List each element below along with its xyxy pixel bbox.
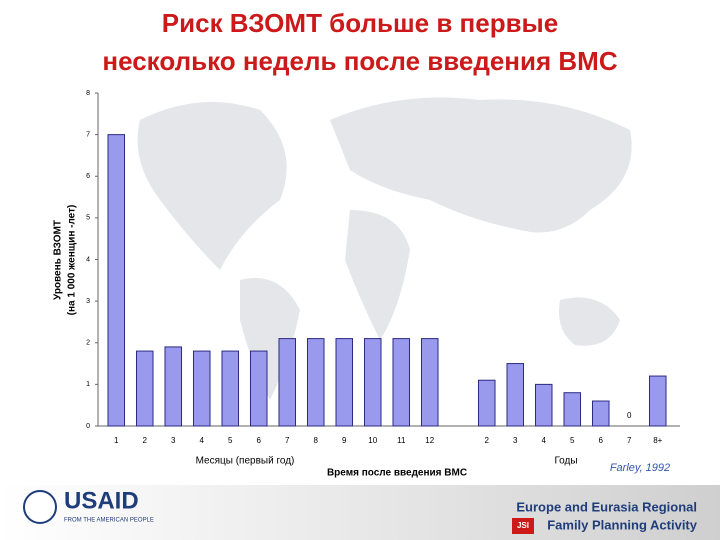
bar <box>135 350 154 427</box>
bar <box>591 400 610 427</box>
x-axis-title: Время после введения ВМС <box>327 468 467 479</box>
x-tick-label: 11 <box>397 436 406 445</box>
org-line: Family Planning Activity <box>547 517 698 532</box>
bar <box>420 338 439 427</box>
x-tick-label: 4 <box>542 436 547 445</box>
x-tick-label: 6 <box>257 436 262 445</box>
y-tick-label: 1 <box>86 381 90 388</box>
x-tick-label: 8+ <box>653 436 662 445</box>
bar <box>164 346 183 427</box>
usaid-seal <box>23 490 57 524</box>
x-tick-label: 5 <box>570 436 575 445</box>
bar <box>477 379 496 427</box>
x-tick-label: 10 <box>368 436 377 445</box>
title-line: несколько недель после введения ВМС <box>102 46 617 76</box>
x-group-label: Месяцы (первый год) <box>196 456 295 467</box>
jsi-logo-text: JSI <box>517 521 529 530</box>
x-tick-label: 1 <box>114 436 119 445</box>
x-tick-label: 2 <box>143 436 148 445</box>
x-tick-label: 4 <box>200 436 205 445</box>
bar <box>278 338 297 427</box>
bar <box>506 363 525 427</box>
bar <box>335 338 354 427</box>
citation: Farley, 1992 <box>610 462 670 474</box>
x-tick-label: 8 <box>314 436 319 445</box>
bar <box>563 392 582 427</box>
bar <box>221 350 240 427</box>
x-tick-label: 12 <box>425 436 434 445</box>
org-line: Europe and Eurasia Regional <box>516 499 697 514</box>
y-tick-label: 3 <box>86 298 90 305</box>
footer-band <box>0 485 720 540</box>
bar <box>107 134 126 427</box>
data-label: 0 <box>627 411 632 420</box>
y-axis-title: Уровень ВЗОМТ (на 1 000 женщин -лет) <box>53 205 78 316</box>
bar <box>363 338 382 427</box>
x-tick-label: 2 <box>485 436 490 445</box>
bar <box>392 338 411 427</box>
usaid-logo: USAID <box>64 487 139 514</box>
bar <box>249 350 268 427</box>
y-tick-label: 2 <box>86 340 90 347</box>
bar <box>648 375 667 427</box>
x-tick-label: 7 <box>627 436 632 445</box>
world-map <box>137 97 632 400</box>
y-tick-label: 5 <box>86 215 90 222</box>
x-tick-label: 9 <box>342 436 347 445</box>
x-tick-label: 6 <box>599 436 604 445</box>
x-group-label: Годы <box>554 456 577 467</box>
usaid-tagline: FROM THE AMERICAN PEOPLE <box>64 518 154 524</box>
y-axis-title-line: Уровень ВЗОМТ <box>53 220 64 300</box>
title-line: Риск ВЗОМТ больше в первые <box>162 8 558 38</box>
y-tick-label: 6 <box>86 173 90 180</box>
y-tick-label: 8 <box>86 90 90 97</box>
bar <box>306 338 325 427</box>
y-tick-label: 0 <box>86 423 90 430</box>
y-tick-label: 7 <box>86 131 90 138</box>
x-tick-label: 5 <box>228 436 233 445</box>
bar <box>534 383 553 427</box>
y-tick-label: 4 <box>86 256 90 263</box>
jsi-logo <box>512 518 534 534</box>
x-tick-label: 7 <box>285 436 290 445</box>
x-tick-label: 3 <box>171 436 176 445</box>
x-tick-label: 3 <box>513 436 518 445</box>
y-axis-title-line: (на 1 000 женщин -лет) <box>67 205 78 316</box>
bar <box>192 350 211 427</box>
